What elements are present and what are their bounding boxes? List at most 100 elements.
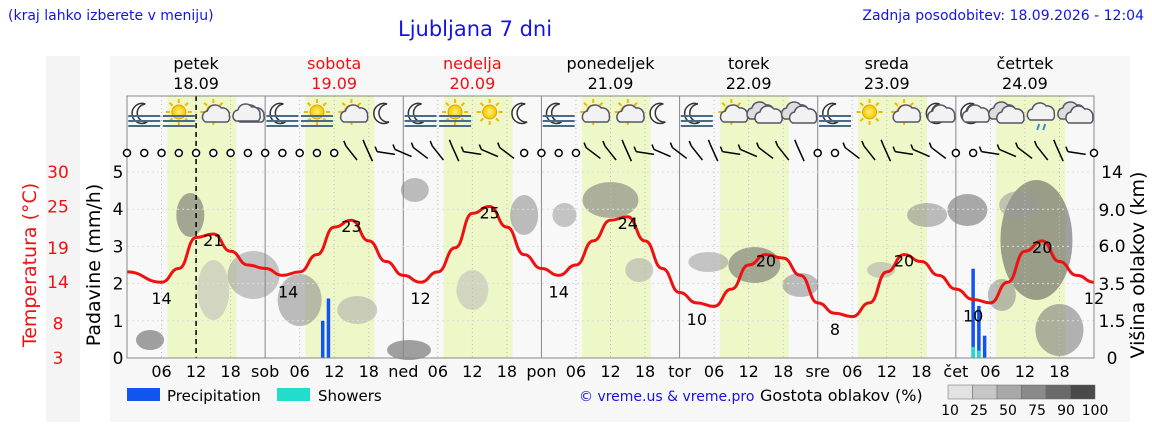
cloud-cover xyxy=(999,191,1040,219)
wind-barb-icon xyxy=(882,144,892,162)
sun-fog-icon xyxy=(300,99,333,127)
temperature-tick: 8 xyxy=(53,315,64,335)
cloud-density-title: Gostota oblakov (%) xyxy=(760,386,923,405)
temperature-label: 25 xyxy=(479,203,499,222)
day-name: sobota xyxy=(307,54,361,73)
clouds-icon xyxy=(1057,101,1094,124)
precipitation-bar xyxy=(971,268,975,358)
temperature-axis-title: Temperatura (°C) xyxy=(19,183,41,348)
hour-tick: 18 xyxy=(359,362,379,381)
cloud-cover xyxy=(947,194,988,226)
hour-tick: 12 xyxy=(462,362,482,381)
cloud-cover xyxy=(227,251,280,299)
wind-barb-icon xyxy=(1067,150,1086,156)
cloud-density-label: 75 xyxy=(1028,403,1046,419)
cloud-density-swatch xyxy=(947,384,973,400)
wind-barb-icon xyxy=(671,146,688,160)
cloud-density-label: 90 xyxy=(1057,403,1075,419)
wind-calm-icon xyxy=(243,148,253,158)
hour-tick: 18 xyxy=(1049,362,1069,381)
precipitation-bar xyxy=(326,298,331,358)
wind-calm-icon xyxy=(174,148,184,158)
hour-tick: 12 xyxy=(186,362,206,381)
day-date: 21.09 xyxy=(588,74,634,93)
day-name: sreda xyxy=(865,54,909,73)
wind-calm-icon xyxy=(209,148,218,158)
sun-cloud-icon xyxy=(338,99,369,125)
cloud-cover xyxy=(907,203,948,227)
wind-barb-icon xyxy=(1055,144,1064,162)
cloud-height-tick: 3.5 xyxy=(1098,275,1125,295)
precip-tick: 3 xyxy=(113,237,124,257)
day-abbrev-tick: sre xyxy=(806,362,830,381)
cloud-cover xyxy=(688,252,729,272)
wind-calm-icon xyxy=(260,148,270,158)
day-abbrev-tick: ned xyxy=(388,362,418,381)
day-abbrev-tick: tor xyxy=(668,362,691,381)
cloud-density-label: 50 xyxy=(999,403,1017,419)
page-title: Ljubljana 7 dni xyxy=(398,17,553,41)
temperature-label: 21 xyxy=(203,231,223,250)
temperature-tick: 30 xyxy=(47,163,69,183)
cloud-height-tick: 9.0 xyxy=(1098,201,1125,221)
moon-fog-icon xyxy=(266,102,299,127)
showers-swatch xyxy=(277,388,310,401)
cloud-density-label: 25 xyxy=(970,403,988,419)
cloud-cover xyxy=(176,193,205,237)
hour-tick: 06 xyxy=(566,362,586,381)
cloud-density-swatch xyxy=(996,384,1022,400)
wind-barb-icon xyxy=(450,144,460,162)
day-name: torek xyxy=(728,54,770,73)
wind-barb-icon xyxy=(863,145,876,161)
hour-tick: 12 xyxy=(324,362,344,381)
hour-tick: 18 xyxy=(911,362,931,381)
cloud-cover xyxy=(1035,304,1084,356)
daylight-band xyxy=(719,96,789,358)
moon-icon xyxy=(511,102,528,125)
temperature-label: 8 xyxy=(830,320,840,339)
sun-icon xyxy=(476,99,503,125)
cloud-icon xyxy=(232,103,265,123)
wind-barb-icon xyxy=(796,144,805,162)
wind-barb-icon xyxy=(623,144,633,162)
moon-fog-icon xyxy=(542,102,575,127)
precip-tick: 4 xyxy=(113,200,124,220)
day-abbrev-tick: sob xyxy=(251,362,279,381)
wind-barb-icon xyxy=(999,148,1017,158)
day-name: petek xyxy=(173,54,219,73)
daylight-band xyxy=(581,96,651,358)
wind-barb-icon xyxy=(740,148,758,158)
showers-bar xyxy=(971,346,975,358)
wind-calm-icon xyxy=(278,148,287,158)
hour-tick: 18 xyxy=(497,362,517,381)
wind-calm-icon xyxy=(951,148,961,158)
clouds-icon xyxy=(746,101,783,124)
plot-frame xyxy=(126,95,1095,359)
cloud-cover xyxy=(987,279,1016,311)
temperature-label: 14 xyxy=(549,282,569,301)
temperature-tick: 19 xyxy=(47,239,69,259)
day-date: 18.09 xyxy=(173,74,219,93)
wind-barb-icon xyxy=(844,146,860,160)
cloud-cover xyxy=(136,330,165,350)
temperature-label: 10 xyxy=(687,310,707,329)
wind-barb-icon xyxy=(758,146,774,160)
moon-fog-icon xyxy=(404,102,437,127)
wind-barb-icon xyxy=(604,145,617,161)
precip-tick: 2 xyxy=(113,275,124,295)
hour-tick: 06 xyxy=(428,362,448,381)
cloud-cover xyxy=(625,258,654,282)
wind-barb-icon xyxy=(912,148,930,158)
temperature-tick: 25 xyxy=(47,197,69,217)
moon-fog-icon xyxy=(818,102,851,127)
wind-barb-icon xyxy=(585,146,601,160)
wind-calm-icon xyxy=(571,148,581,158)
precipitation-bar xyxy=(977,305,981,358)
wind-barb-icon xyxy=(481,148,499,158)
day-name: nedelja xyxy=(443,54,502,73)
hour-tick: 06 xyxy=(980,362,1000,381)
cloud-height-axis-title: Višina oblakov (km) xyxy=(1127,172,1149,359)
cloud-cover xyxy=(867,262,896,278)
sun-cloud-icon xyxy=(718,99,749,125)
